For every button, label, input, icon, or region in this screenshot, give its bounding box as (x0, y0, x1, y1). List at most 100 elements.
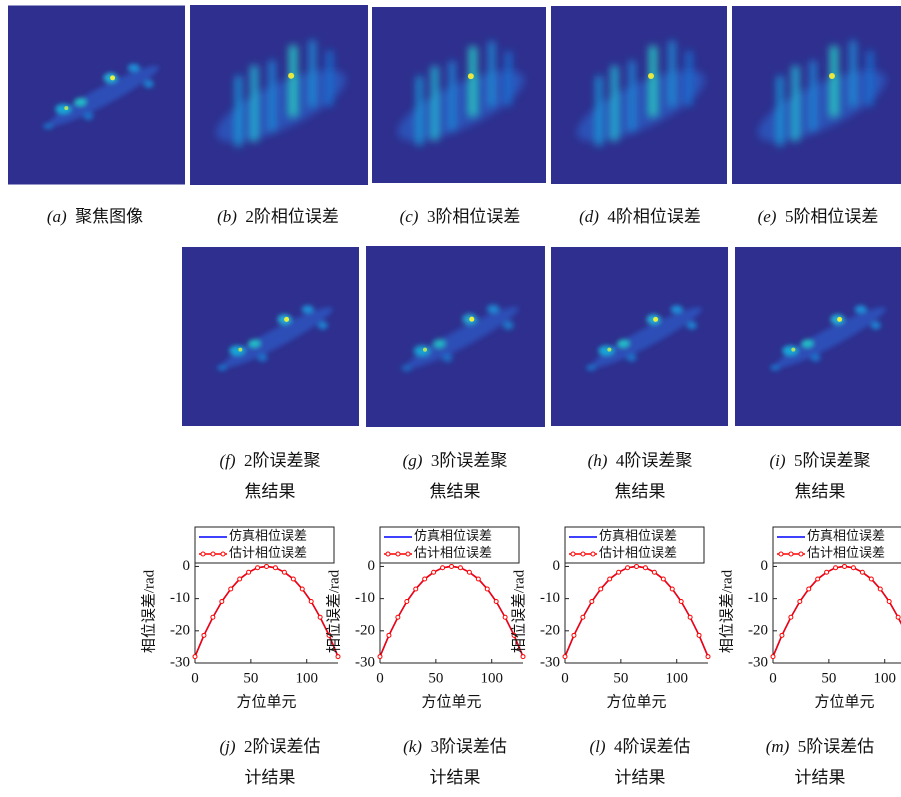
marker (300, 587, 304, 591)
legend-marker (386, 552, 390, 556)
series-line (565, 566, 708, 656)
y-tick-label: -30 (540, 654, 560, 670)
caption-space (607, 451, 616, 470)
y-tick-label: -30 (355, 654, 375, 670)
y-tick-label: 0 (761, 558, 769, 574)
marker (291, 577, 295, 581)
x-tick-label: 100 (480, 670, 503, 686)
y-axis-label: 相位误差/rad (718, 569, 735, 653)
caption-space (789, 737, 798, 756)
caption-space (606, 737, 615, 756)
y-tick-label: -20 (355, 622, 375, 638)
marker (887, 600, 891, 604)
caption-label: (c) (400, 207, 419, 226)
x-tick-label: 50 (821, 670, 836, 686)
marker (494, 600, 498, 604)
caption: 计结果 (245, 768, 296, 787)
marker (423, 577, 427, 581)
image-panel (190, 5, 368, 185)
marker (378, 655, 382, 659)
legend-marker (201, 552, 205, 556)
caption: 焦结果 (795, 482, 846, 501)
marker (807, 587, 811, 591)
marker (869, 577, 873, 581)
image-panel (372, 7, 546, 183)
x-tick-label: 100 (295, 670, 318, 686)
caption-text: 聚焦图像 (75, 207, 143, 226)
marker (450, 564, 454, 568)
caption-text: 计结果 (615, 768, 666, 787)
marker (679, 600, 683, 604)
x-tick-label: 0 (769, 670, 777, 686)
marker (458, 566, 462, 570)
legend-label: 仿真相位误差 (229, 528, 307, 543)
caption-space (236, 737, 245, 756)
marker (617, 570, 621, 574)
marker (851, 566, 855, 570)
marker (432, 570, 436, 574)
caption: 焦结果 (615, 482, 666, 501)
caption-label: (j) (219, 737, 235, 756)
image-panel (366, 246, 545, 427)
marker (238, 577, 242, 581)
y-tick-label: -20 (540, 622, 560, 638)
marker (626, 566, 630, 570)
series-line (773, 566, 901, 656)
caption: (h) 4阶误差聚 (588, 451, 693, 470)
marker (387, 633, 391, 637)
caption: (c) 3阶相位误差 (400, 207, 521, 226)
y-tick-label: 0 (183, 558, 191, 574)
caption-text: 4阶误差聚 (616, 451, 693, 470)
image-panel (182, 247, 359, 426)
marker (318, 615, 322, 619)
caption-label: (b) (217, 207, 237, 226)
caption-label: (f) (219, 451, 235, 470)
caption-text: 5阶误差聚 (794, 451, 871, 470)
caption-text: 2阶误差估 (244, 737, 321, 756)
x-axis-label: 方位单元 (421, 693, 481, 710)
marker (789, 615, 793, 619)
marker (590, 600, 594, 604)
marker (563, 655, 567, 659)
marker (485, 587, 489, 591)
y-tick-label: -20 (748, 622, 768, 638)
caption: (k) 3阶误差估 (403, 737, 507, 756)
caption-text: 2阶相位误差 (245, 207, 339, 226)
marker (798, 600, 802, 604)
marker (780, 633, 784, 637)
legend-label: 仿真相位误差 (414, 528, 492, 543)
legend-marker (571, 552, 575, 556)
marker (652, 570, 656, 574)
marker (396, 615, 400, 619)
x-axis-label: 方位单元 (606, 693, 666, 710)
marker (697, 633, 701, 637)
marker (581, 615, 585, 619)
legend-marker (779, 552, 783, 556)
marker (896, 615, 900, 619)
caption: (f) 2阶误差聚 (219, 451, 320, 470)
image-panel (551, 247, 728, 426)
x-tick-label: 0 (191, 670, 199, 686)
y-tick-label: -10 (748, 590, 768, 606)
caption-label: (d) (579, 207, 599, 226)
marker (503, 615, 507, 619)
legend-marker (799, 552, 803, 556)
caption: (d) 4阶相位误差 (579, 207, 701, 226)
caption-text: 4阶误差估 (614, 737, 691, 756)
x-tick-label: 50 (243, 670, 258, 686)
caption-label: (g) (403, 451, 423, 470)
caption: 计结果 (430, 768, 481, 787)
marker (608, 577, 612, 581)
page: {"subfigures": [ {"label": "(a)", "capti… (0, 0, 901, 797)
legend-marker (406, 552, 410, 556)
marker (643, 566, 647, 570)
marker (193, 655, 197, 659)
caption-text: 焦结果 (615, 482, 666, 501)
x-tick-label: 100 (873, 670, 896, 686)
caption-space (67, 207, 76, 226)
series-line (195, 566, 338, 656)
legend-marker (211, 552, 215, 556)
marker (467, 570, 471, 574)
marker (670, 587, 674, 591)
marker (220, 600, 224, 604)
